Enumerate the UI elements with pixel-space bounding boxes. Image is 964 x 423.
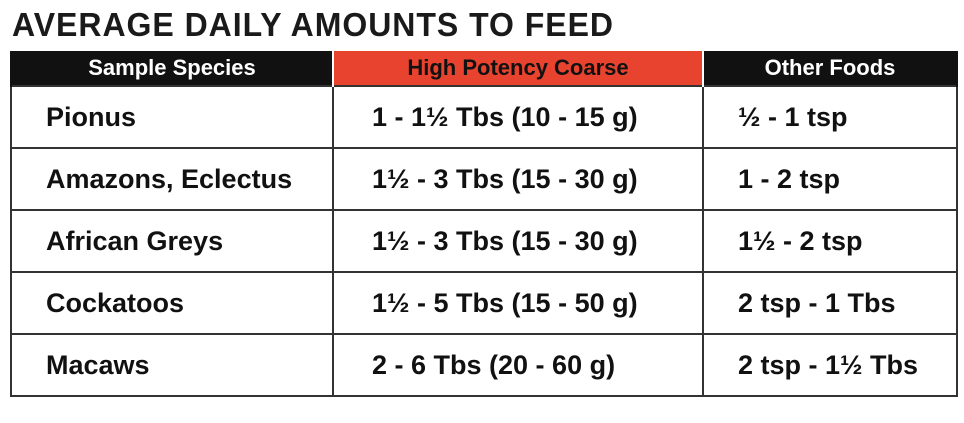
- table-row: African Greys 1½ - 3 Tbs (15 - 30 g) 1½ …: [10, 209, 958, 273]
- high-potency-amount-cell: 2 - 6 Tbs (20 - 60 g): [332, 333, 704, 397]
- table-row: Cockatoos 1½ - 5 Tbs (15 - 50 g) 2 tsp -…: [10, 271, 958, 335]
- header-sample-species: Sample Species: [10, 51, 334, 86]
- feeding-table: Sample Species High Potency Coarse Other…: [10, 51, 958, 397]
- other-foods-amount-cell: ½ - 1 tsp: [702, 85, 958, 149]
- high-potency-amount-cell: 1½ - 5 Tbs (15 - 50 g): [332, 271, 704, 335]
- other-foods-amount-cell: 1 - 2 tsp: [702, 147, 958, 211]
- species-cell: Cockatoos: [10, 271, 334, 335]
- species-cell: African Greys: [10, 209, 334, 273]
- table-row: Macaws 2 - 6 Tbs (20 - 60 g) 2 tsp - 1½ …: [10, 333, 958, 397]
- page-title: AVERAGE DAILY AMOUNTS TO FEED: [12, 6, 615, 43]
- species-cell: Macaws: [10, 333, 334, 397]
- high-potency-amount-cell: 1½ - 3 Tbs (15 - 30 g): [332, 147, 704, 211]
- header-high-potency-coarse: High Potency Coarse: [332, 51, 704, 86]
- other-foods-amount-cell: 2 tsp - 1½ Tbs: [702, 333, 958, 397]
- other-foods-amount-cell: 2 tsp - 1 Tbs: [702, 271, 958, 335]
- species-cell: Pionus: [10, 85, 334, 149]
- other-foods-amount-cell: 1½ - 2 tsp: [702, 209, 958, 273]
- high-potency-amount-cell: 1 - 1½ Tbs (10 - 15 g): [332, 85, 704, 149]
- table-header-row: Sample Species High Potency Coarse Other…: [10, 51, 958, 86]
- table-row: Amazons, Eclectus 1½ - 3 Tbs (15 - 30 g)…: [10, 147, 958, 211]
- high-potency-amount-cell: 1½ - 3 Tbs (15 - 30 g): [332, 209, 704, 273]
- species-cell: Amazons, Eclectus: [10, 147, 334, 211]
- header-other-foods: Other Foods: [702, 51, 958, 86]
- table-row: Pionus 1 - 1½ Tbs (10 - 15 g) ½ - 1 tsp: [10, 85, 958, 149]
